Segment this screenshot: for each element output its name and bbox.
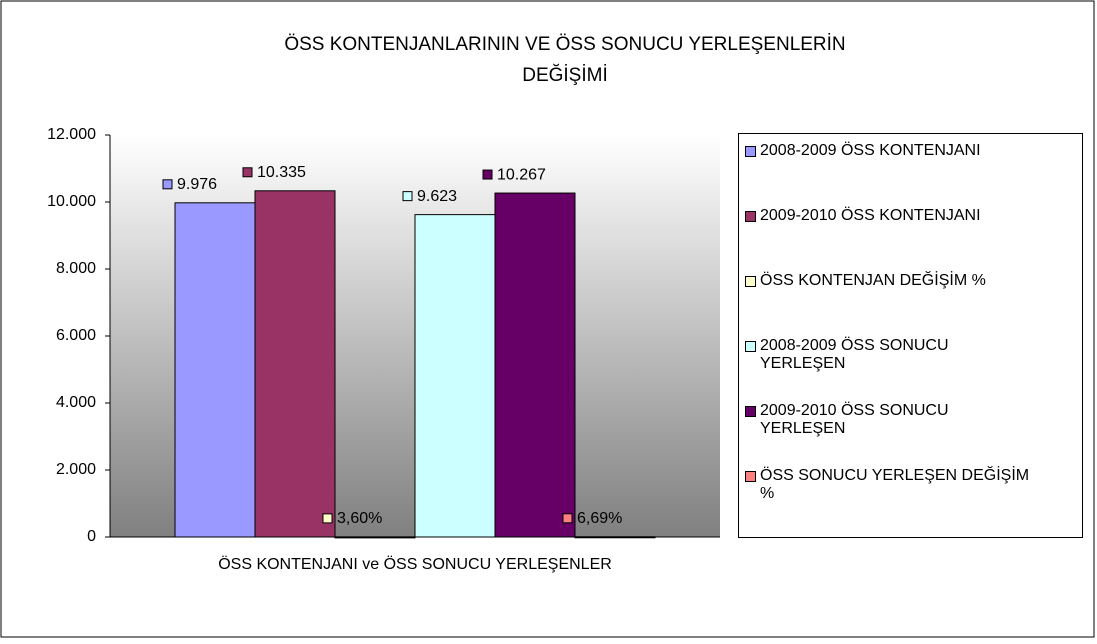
x-tick-label: ÖSS KONTENJANI ve ÖSS SONUCU YERLEŞENLER: [218, 555, 612, 573]
bar: [334, 536, 416, 539]
legend-label: ÖSS SONUCU YERLEŞEN DEĞİŞİM %: [760, 467, 1030, 502]
y-tick-label: 4.000: [56, 394, 96, 411]
legend-entry: 2009-2010 ÖSS SONUCU YERLEŞEN: [745, 402, 1076, 467]
legend-swatch: [745, 406, 756, 417]
legend-swatch: [745, 471, 756, 482]
y-tick-label: 8.000: [56, 260, 96, 277]
bar: [174, 202, 256, 538]
data-label-key: [482, 169, 493, 180]
data-label-key: [322, 513, 333, 524]
data-label-key: [242, 167, 253, 178]
legend-label: 2008-2009 ÖSS KONTENJANI: [760, 142, 981, 159]
bar: [414, 214, 496, 538]
legend-entry: 2008-2009 ÖSS KONTENJANI: [745, 142, 1076, 207]
y-tick-label: 12.000: [47, 126, 96, 143]
legend-swatch: [745, 341, 756, 352]
legend-swatch: [745, 276, 756, 287]
data-label: 3,60%: [337, 510, 382, 527]
legend-entry: 2008-2009 ÖSS SONUCU YERLEŞEN: [745, 337, 1076, 402]
data-label-key: [562, 513, 573, 524]
bar: [254, 190, 336, 538]
y-tick-label: 0: [87, 528, 96, 545]
legend-label: 2009-2010 ÖSS SONUCU YERLEŞEN: [760, 402, 949, 437]
data-label-key: [402, 191, 413, 202]
data-label-key: [162, 179, 173, 190]
data-label: 9.623: [417, 188, 457, 205]
legend-label: 2008-2009 ÖSS SONUCU YERLEŞEN: [760, 337, 949, 372]
bar: [494, 192, 576, 538]
y-tick-label: 2.000: [56, 461, 96, 478]
legend-swatch: [745, 146, 756, 157]
legend: 2008-2009 ÖSS KONTENJANI 2009-2010 ÖSS KO…: [738, 133, 1083, 538]
legend-entry: ÖSS KONTENJAN DEĞİŞİM %: [745, 272, 1076, 337]
y-tick-label: 6.000: [56, 327, 96, 344]
data-label: 6,69%: [577, 510, 622, 527]
y-tick-label: 10.000: [47, 193, 96, 210]
data-label: 10.267: [497, 166, 546, 183]
legend-swatch: [745, 211, 756, 222]
bar: [574, 536, 656, 539]
data-label: 9.976: [177, 176, 217, 193]
chart-title: ÖSS KONTENJANLARININ VE ÖSS SONUCU YERLE…: [284, 34, 845, 86]
legend-entry: ÖSS SONUCU YERLEŞEN DEĞİŞİM %: [745, 467, 1076, 532]
legend-label: 2009-2010 ÖSS KONTENJANI: [760, 207, 981, 224]
legend-entry: 2009-2010 ÖSS KONTENJANI: [745, 207, 1076, 272]
data-label: 10.335: [257, 164, 306, 181]
legend-label: ÖSS KONTENJAN DEĞİŞİM %: [760, 272, 986, 289]
